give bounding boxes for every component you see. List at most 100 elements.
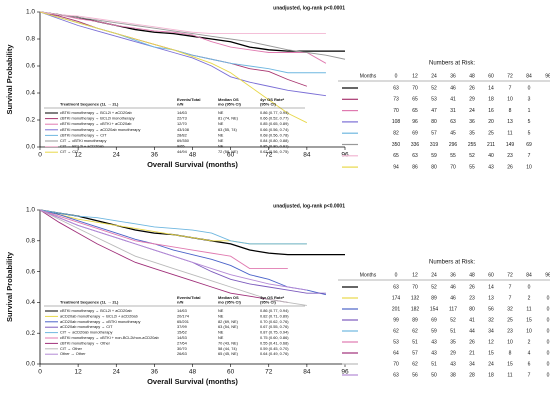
- legend-cell: NE: [218, 308, 224, 313]
- risk-cell: 50: [431, 372, 437, 378]
- risk-cell: 62: [412, 361, 418, 367]
- x-tick-label: 60: [227, 152, 235, 159]
- risk-cell: 52: [469, 153, 475, 159]
- risk-cell: 80: [431, 164, 437, 170]
- risk-cell: 69: [431, 317, 437, 323]
- legend-label: CIT → cBTKi monotherapy: [60, 138, 106, 143]
- y-tick-label: 0.8: [26, 238, 35, 245]
- risk-column: 60: [488, 73, 494, 79]
- legend-header: Treatment Sequence (1L → 2L): [60, 300, 119, 305]
- risk-cell: 0: [547, 306, 550, 312]
- legend-cell: 12/70: [177, 121, 188, 126]
- risk-cell: 62: [412, 328, 418, 334]
- risk-cell: 11: [507, 131, 512, 137]
- legend-cell: 0.68 (0.56, 0.78): [260, 132, 289, 137]
- risk-column: 72: [507, 73, 513, 79]
- y-tick-label: 0.4: [26, 299, 35, 306]
- legend-cell: 82 (69, NE): [218, 319, 239, 324]
- legend-label: cBTKi monotherapy → CIT: [60, 132, 107, 137]
- x-tick-label: 60: [227, 369, 235, 376]
- risk-cell: 4: [528, 350, 531, 356]
- risk-cell: 26: [469, 284, 475, 290]
- risk-cell: 18: [488, 97, 494, 103]
- risk-cell: 336: [411, 142, 420, 148]
- x-tick-label: 0: [38, 369, 42, 376]
- risk-cell: 14: [488, 85, 494, 91]
- risk-cell: 55: [450, 153, 456, 159]
- legend-label: aCD20ab monotherapy → cBTKi monotherapy: [60, 319, 141, 324]
- risk-cell: 63: [393, 284, 399, 290]
- risk-column: 36: [450, 272, 456, 278]
- risk-cell: 57: [412, 350, 418, 356]
- legend-label: cBTKi monotherapy → BCL2i monotherapy: [60, 116, 135, 121]
- legend-label: cBTKi monotherapy → BCL2i + aCD20ab: [60, 308, 132, 313]
- risk-cell: 0: [547, 339, 550, 345]
- y-axis-label: Survival Probability: [5, 44, 14, 115]
- risk-cell: 296: [449, 142, 458, 148]
- risk-column: 96: [545, 73, 550, 79]
- risk-cell: 51: [450, 328, 456, 334]
- legend-cell: 44/94: [177, 149, 188, 154]
- legend-cell: 0.67 (0.55, 0.76): [260, 324, 289, 329]
- risk-cell: 69: [526, 142, 532, 148]
- x-tick-label: 48: [189, 369, 197, 376]
- survival-curve: [39, 11, 326, 74]
- survival-curve: [39, 209, 307, 245]
- risk-cell: 8: [509, 108, 512, 114]
- x-tick-label: 12: [75, 152, 83, 159]
- legend-cell: NE: [218, 144, 224, 149]
- legend-cell: 43/108: [177, 127, 189, 132]
- risk-cell: 29: [469, 97, 475, 103]
- risk-cell: 52: [431, 85, 437, 91]
- legend-cell: 0.59 (0.45, 0.70): [260, 346, 289, 351]
- risk-cell: 70: [412, 284, 418, 290]
- x-tick-label: 12: [75, 369, 83, 376]
- y-axis-label: Survival Probability: [5, 251, 14, 322]
- legend-cell: NE: [218, 335, 224, 340]
- risk-cell: 350: [392, 142, 401, 148]
- legend-header: 4yr OS Rateᵃ: [260, 295, 285, 300]
- legend-label: aCD20ab monotherapy → BCL2i + aCD20ab: [60, 313, 138, 318]
- risk-cell: 80: [469, 306, 475, 312]
- risk-cell: 96: [412, 119, 418, 125]
- risk-cell: 51: [412, 339, 418, 345]
- risk-cell: 65: [412, 108, 418, 114]
- risk-cell: 24: [469, 108, 475, 114]
- legend-cell: 69/350: [177, 138, 190, 143]
- risk-cell: 5: [528, 131, 531, 137]
- legend-label: aCD20ab monotherapy → CIT: [60, 324, 113, 329]
- legend-header: Treatment Sequence (1L → 2L): [60, 102, 119, 107]
- risk-cell: 149: [506, 142, 515, 148]
- legend-cell: 0.67 (0.56, 0.75): [260, 149, 289, 154]
- risk-cell: 25: [488, 131, 494, 137]
- risk-cell: 52: [450, 317, 456, 323]
- risk-cell: 3: [528, 97, 531, 103]
- x-tick-label: 0: [38, 152, 42, 159]
- risk-cell: 59: [431, 153, 437, 159]
- risk-cell: 65: [412, 97, 418, 103]
- risk-cell: 80: [431, 119, 437, 125]
- legend-label: cBTKi monotherapy → cBTKi + aCD20ab: [60, 121, 131, 126]
- legend-cell: 0.55 (0.41, 0.68): [260, 340, 289, 345]
- risk-cell: 2: [528, 295, 531, 301]
- risk-cell: 0: [547, 372, 550, 378]
- risk-cell: 46: [450, 85, 456, 91]
- risk-cell: 319: [430, 142, 439, 148]
- survival-curve: [39, 209, 327, 296]
- legend-cell: 81 (74, NE): [218, 116, 239, 121]
- risk-cell: 26: [469, 85, 475, 91]
- risk-cell: 43: [431, 339, 437, 345]
- legend-cell: 0.87 (0.75, 0.94): [260, 330, 289, 335]
- legend-header: n/N: [177, 300, 184, 305]
- risk-cell: 25: [507, 317, 513, 323]
- legend-cell: 0.82 (0.71, 0.89): [260, 313, 289, 318]
- risk-cell: 7: [509, 85, 512, 91]
- risk-column: 84: [526, 73, 532, 79]
- risk-cell: 24: [488, 361, 494, 367]
- legend-cell: 28/82: [177, 132, 187, 137]
- x-tick-label: 72: [265, 369, 273, 376]
- risk-cell: 108: [392, 119, 401, 125]
- risk-cell: 53: [393, 339, 399, 345]
- risk-cell: 23: [507, 153, 513, 159]
- risk-cell: 23: [469, 295, 475, 301]
